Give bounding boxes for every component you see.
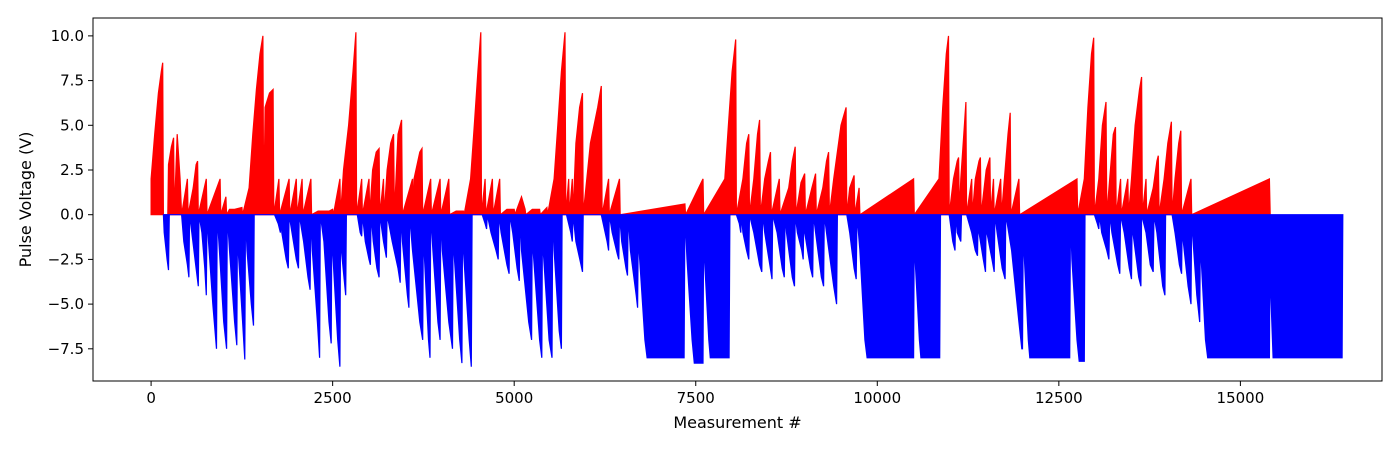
y-tick-label: 10.0 <box>51 27 84 45</box>
x-tick-label: 5000 <box>495 389 533 407</box>
plot-frame <box>92 17 1383 382</box>
positive-pulse-series <box>150 32 1271 218</box>
y-axis-label: Pulse Voltage (V) <box>16 132 35 268</box>
plot-area <box>150 32 1344 367</box>
x-tick-label: 0 <box>146 389 156 407</box>
x-tick-label: 12500 <box>1035 389 1083 407</box>
y-tick-label: 7.5 <box>60 72 84 90</box>
y-tick-label: 2.5 <box>60 161 84 179</box>
x-tick-label: 7500 <box>677 389 715 407</box>
negative-pulse-series <box>162 214 1344 367</box>
x-tick-label: 15000 <box>1217 389 1265 407</box>
x-axis-ticks: 0 2500 5000 7500 10000 12500 15000 <box>146 381 1264 407</box>
y-tick-label: 0.0 <box>60 206 84 224</box>
x-axis-label: Measurement # <box>673 413 801 432</box>
y-tick-label: 5.0 <box>60 116 84 134</box>
y-tick-label: −5.0 <box>48 295 84 313</box>
y-tick-label: −2.5 <box>48 250 84 268</box>
x-tick-label: 2500 <box>314 389 352 407</box>
y-axis-ticks: −7.5 −5.0 −2.5 0.0 2.5 5.0 7.5 10.0 <box>48 27 93 358</box>
x-tick-label: 10000 <box>853 389 901 407</box>
y-tick-label: −7.5 <box>48 340 84 358</box>
